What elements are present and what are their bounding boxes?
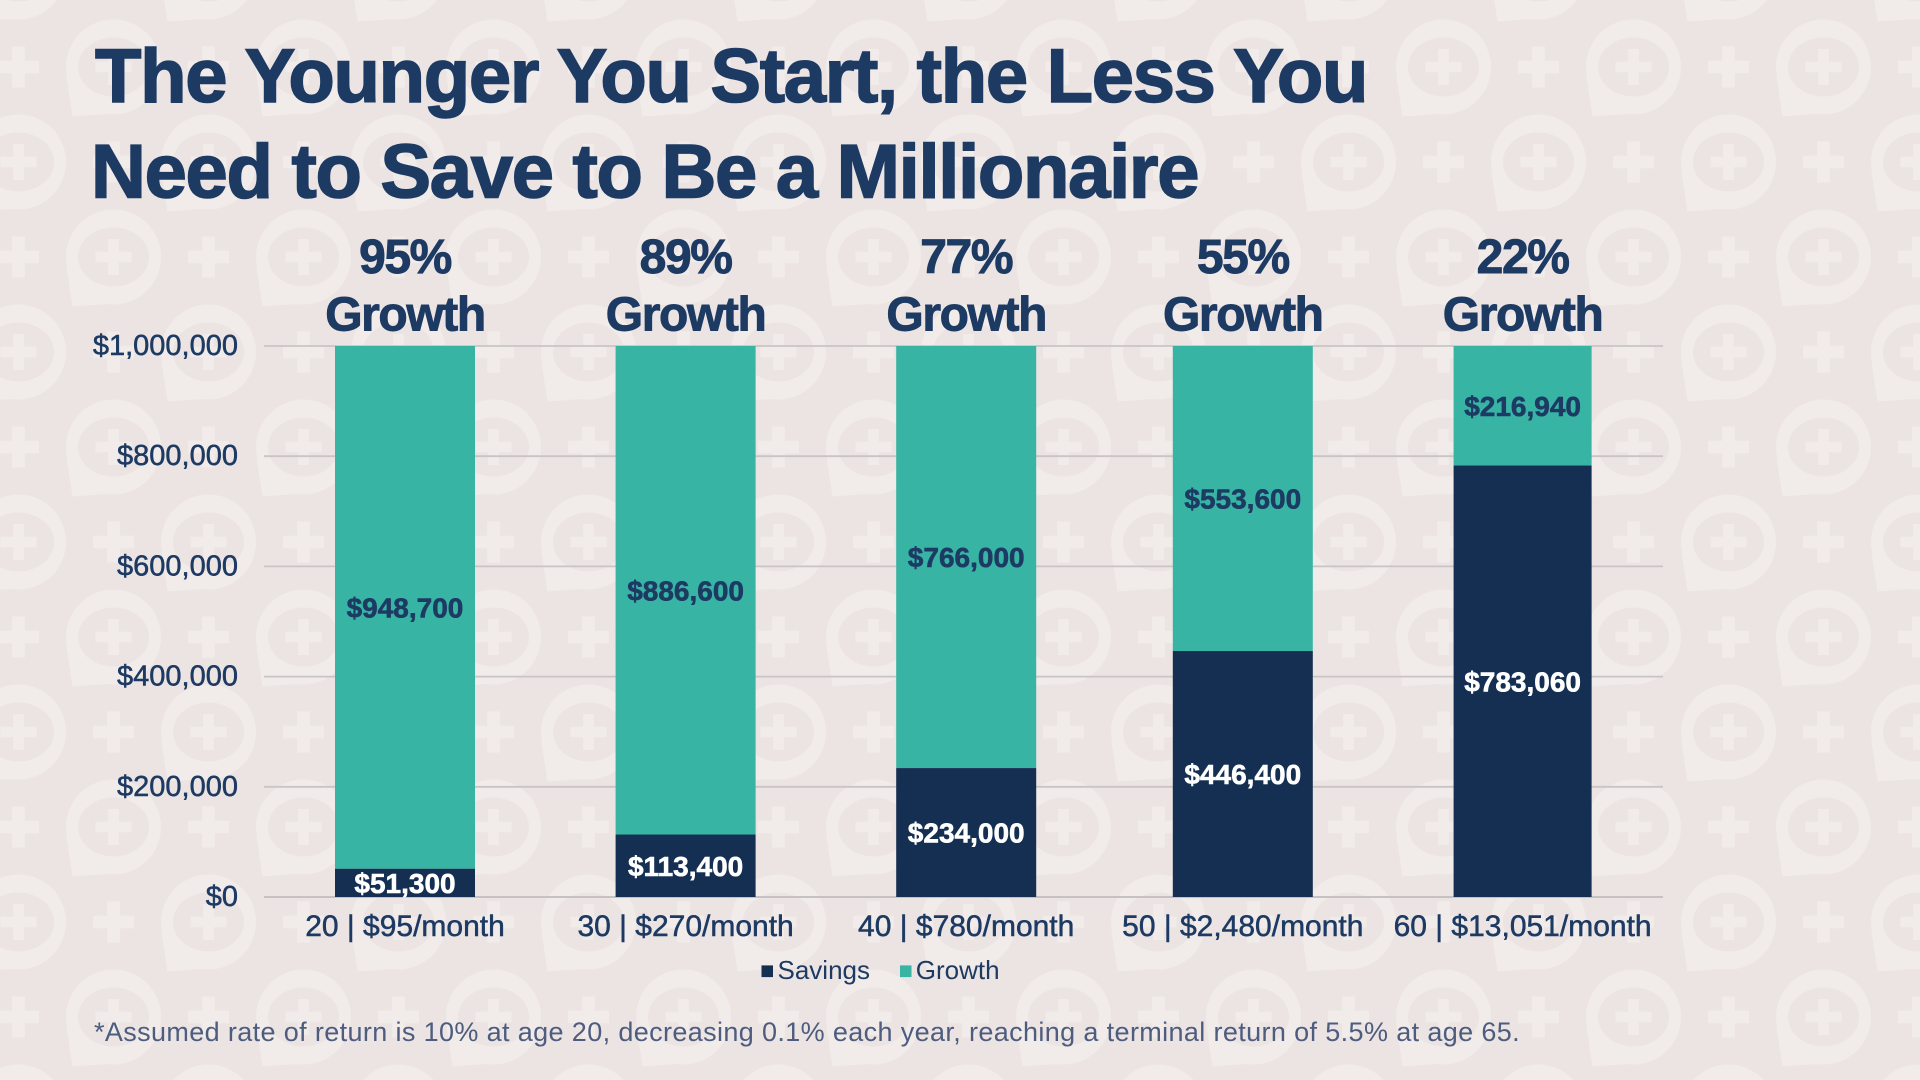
svg-text:55%: 55%: [1197, 231, 1290, 284]
svg-text:$800,000: $800,000: [117, 440, 238, 472]
svg-text:$400,000: $400,000: [117, 661, 238, 693]
svg-text:$216,940: $216,940: [1464, 391, 1581, 422]
svg-text:The Younger You Start, the Les: The Younger You Start, the Less You: [95, 34, 1367, 119]
svg-text:$948,700: $948,700: [347, 592, 464, 623]
svg-text:Need to Save to Be a Millionai: Need to Save to Be a Millionaire: [91, 130, 1198, 215]
svg-text:50 | $2,480/month: 50 | $2,480/month: [1122, 910, 1363, 943]
svg-text:89%: 89%: [640, 231, 733, 284]
svg-text:$1,000,000: $1,000,000: [93, 330, 238, 362]
svg-text:95%: 95%: [359, 231, 452, 284]
svg-text:$766,000: $766,000: [908, 542, 1025, 573]
svg-text:Growth: Growth: [325, 289, 485, 342]
svg-text:60 | $13,051/month: 60 | $13,051/month: [1394, 910, 1652, 943]
svg-text:20 | $95/month: 20 | $95/month: [305, 910, 505, 943]
svg-text:$0: $0: [206, 881, 238, 913]
svg-text:$783,060: $783,060: [1464, 666, 1581, 697]
svg-text:$446,400: $446,400: [1184, 759, 1301, 790]
svg-text:$886,600: $886,600: [627, 575, 744, 606]
svg-text:$553,600: $553,600: [1184, 484, 1301, 515]
svg-text:Growth: Growth: [916, 955, 1000, 985]
svg-text:Growth: Growth: [1443, 289, 1603, 342]
svg-text:$51,300: $51,300: [354, 868, 455, 899]
svg-text:*Assumed rate of return is 10%: *Assumed rate of return is 10% at age 20…: [94, 1017, 1520, 1047]
svg-text:Growth: Growth: [606, 289, 766, 342]
svg-text:22%: 22%: [1477, 231, 1570, 284]
svg-text:$200,000: $200,000: [117, 771, 238, 803]
svg-text:$113,400: $113,400: [628, 851, 743, 882]
svg-text:40 | $780/month: 40 | $780/month: [858, 910, 1074, 943]
svg-text:Growth: Growth: [1163, 289, 1323, 342]
svg-text:30 | $270/month: 30 | $270/month: [577, 910, 793, 943]
svg-text:Growth: Growth: [886, 289, 1046, 342]
svg-text:$600,000: $600,000: [117, 550, 238, 582]
svg-text:Savings: Savings: [778, 955, 871, 985]
svg-text:$234,000: $234,000: [908, 818, 1025, 849]
svg-text:77%: 77%: [920, 231, 1013, 284]
